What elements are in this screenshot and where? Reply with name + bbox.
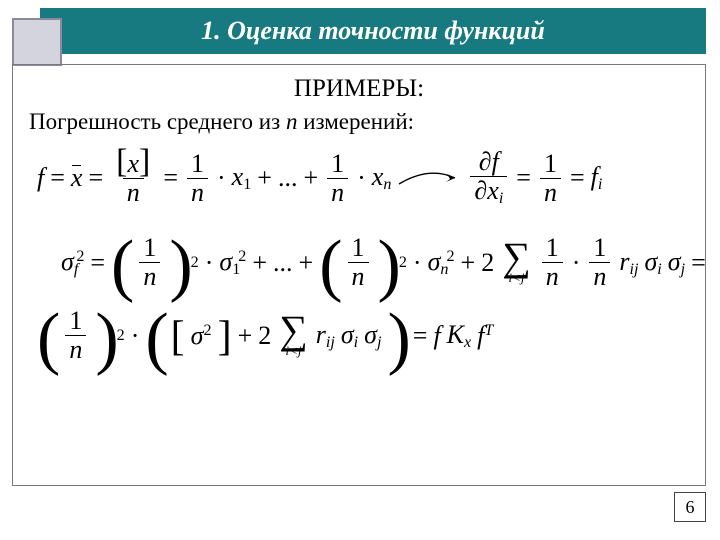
sym-dot: · xyxy=(217,163,226,193)
sym-dots: ... xyxy=(278,163,298,193)
sym-f: f xyxy=(433,321,440,351)
content-box: ПРИМЕРЫ: Погрешность среднего из n измер… xyxy=(12,64,706,486)
sym-plus: + xyxy=(257,163,272,193)
sym-sigmai: σi xyxy=(341,320,358,352)
frac-df-dxi: ∂f ∂xi xyxy=(470,149,507,207)
frac-1-n: 1 n xyxy=(540,151,561,206)
sym-eq: = xyxy=(88,163,103,193)
frac-brx-over-n: [x] n xyxy=(112,151,154,206)
sym-eq: = xyxy=(413,321,428,351)
frac-1-n: 1 n xyxy=(589,235,610,290)
arrow-icon xyxy=(397,168,461,188)
bracket-r: ] xyxy=(139,143,150,180)
sym-sigma-sq: σ2 xyxy=(191,321,212,351)
sym-2: 2 xyxy=(258,321,271,351)
frac-1-n: 1 n xyxy=(348,235,369,290)
subtitle: Погрешность среднего из n измерений: xyxy=(29,109,689,135)
bracket-l: [ xyxy=(116,143,127,180)
equation-2: σf2 = ( 1 n ) 2 · σ12 + ... + ( 1 n ) 2 … xyxy=(61,235,689,290)
sym-sigma1-sq: σ12 xyxy=(219,247,246,279)
sym-n: n xyxy=(123,178,144,206)
sym-sigman-sq: σn2 xyxy=(428,247,455,279)
sym-sq: 2 xyxy=(117,327,125,345)
sym-dot: · xyxy=(572,248,581,278)
sym-sigmai: σi xyxy=(644,247,661,279)
sym-xn: xn xyxy=(372,162,392,194)
sym-plus: + xyxy=(252,248,267,278)
subtitle-n: n xyxy=(286,109,298,134)
frac-1-n: 1 n xyxy=(65,308,86,363)
sym-plus: + xyxy=(303,163,318,193)
sym-dot: · xyxy=(357,163,366,193)
sym-eq: = xyxy=(90,248,105,278)
sym-sq: 2 xyxy=(191,254,199,272)
equation-1: f = x = [x] n = 1 n · x1 + ... + 1 n xyxy=(37,149,689,207)
frac-1-n: 1 n xyxy=(542,235,563,290)
sym-f: f xyxy=(37,163,44,193)
frac-1-n: 1 n xyxy=(139,235,160,290)
sym-sigma-f-sq: σf2 xyxy=(61,247,84,279)
sym-2: 2 xyxy=(481,248,494,278)
sym-sigmaj: σj xyxy=(668,247,685,279)
sym-eq: = xyxy=(516,163,531,193)
sym-eq: = xyxy=(570,163,585,193)
sym-rij: rij xyxy=(316,320,335,352)
sym-fi: fi xyxy=(591,162,603,194)
sym-plus: + xyxy=(299,248,314,278)
subtitle-suffix: измерений: xyxy=(297,109,414,134)
sym-sigmaj: σj xyxy=(364,320,381,352)
sym-dot: · xyxy=(413,248,422,278)
sym-plus: + xyxy=(461,248,476,278)
subtitle-prefix: Погрешность среднего из xyxy=(29,109,286,134)
corner-decoration xyxy=(12,18,62,66)
page-number: 6 xyxy=(674,492,706,522)
title-text: 1. Оценка точности функций xyxy=(201,16,545,46)
sym-eq: = xyxy=(691,248,706,278)
examples-heading: ПРИМЕРЫ: xyxy=(29,75,689,103)
frac-1-n: 1 n xyxy=(327,151,348,206)
sym-eq: = xyxy=(50,163,65,193)
sym-eq: = xyxy=(163,163,178,193)
sym-K: Kx xyxy=(447,320,472,352)
sym-x: x xyxy=(127,149,139,178)
sym-plus: + xyxy=(238,321,253,351)
sym-xbar: x xyxy=(71,163,83,193)
sym-dots: ... xyxy=(273,248,293,278)
sym-rij: rij xyxy=(619,247,638,279)
sym-fT: fT xyxy=(477,321,493,351)
title-bar: 1. Оценка точности функций xyxy=(40,8,706,54)
frac-1-n: 1 n xyxy=(187,151,208,206)
slide: 1. Оценка точности функций ПРИМЕРЫ: Погр… xyxy=(0,0,720,540)
sum-symbol: ∑ i<j xyxy=(502,241,531,284)
sym-dot: · xyxy=(205,248,214,278)
sym-dot: · xyxy=(131,321,140,351)
equation-3: ( 1 n ) 2 · ( [ σ2 ] + 2 ∑ i<j rij σi σj… xyxy=(37,308,689,363)
sym-x1: x1 xyxy=(232,162,252,194)
sum-symbol: ∑ i<j xyxy=(279,314,308,357)
sym-sq: 2 xyxy=(399,254,407,272)
